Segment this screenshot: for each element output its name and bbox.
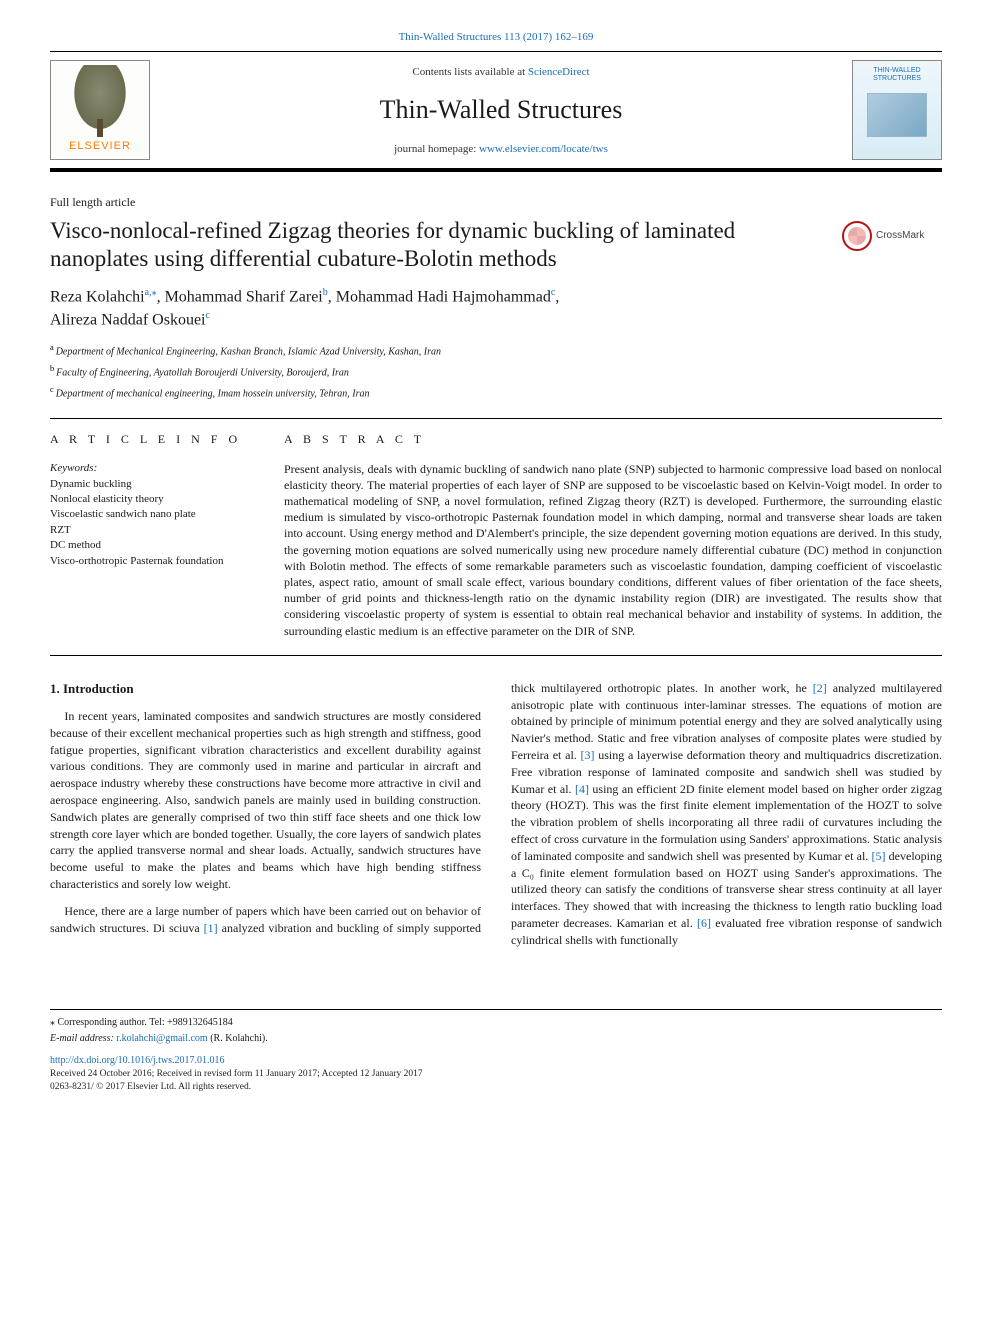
email-link[interactable]: r.kolahchi@gmail.com [116,1033,207,1044]
homepage-line: journal homepage: www.elsevier.com/locat… [162,142,840,157]
article-title: Visco-nonlocal-refined Zigzag theories f… [50,217,824,275]
keyword: Viscoelastic sandwich nano plate [50,507,250,522]
article-type: Full length article [50,194,942,211]
affiliation-a: aDepartment of Mechanical Engineering, K… [50,342,942,359]
email-suffix: (R. Kolahchi). [208,1033,268,1044]
author-2-marks: b [323,287,328,298]
ref-link-5[interactable]: [5] [871,849,885,863]
email-line: E-mail address: r.kolahchi@gmail.com (R.… [50,1032,942,1046]
article-info: A R T I C L E I N F O Keywords: Dynamic … [50,431,250,639]
ref-link-6[interactable]: [6] [697,916,711,930]
homepage-link[interactable]: www.elsevier.com/locate/tws [479,143,608,155]
keyword: DC method [50,538,250,553]
abstract-text: Present analysis, deals with dynamic buc… [284,461,942,639]
issn-line: 0263-8231/ © 2017 Elsevier Ltd. All righ… [50,1081,942,1094]
contents-line: Contents lists available at ScienceDirec… [162,65,840,80]
author-3-marks: c [551,287,555,298]
doi-link[interactable]: http://dx.doi.org/10.1016/j.tws.2017.01.… [50,1055,225,1066]
keyword: Visco-orthotropic Pasternak foundation [50,554,250,569]
footer: ⁎ Corresponding author. Tel: +9891326451… [50,1009,942,1095]
affiliation-b: bFaculty of Engineering, Ayatollah Borou… [50,363,942,380]
article-info-heading: A R T I C L E I N F O [50,431,250,448]
received-line: Received 24 October 2016; Received in re… [50,1068,942,1081]
ref-link-4[interactable]: [4] [575,782,589,796]
ref-link-1[interactable]: [1] [204,921,218,935]
author-1: Reza Kolahchi [50,288,145,305]
crossmark-icon [842,221,872,251]
affiliation-c: cDepartment of mechanical engineering, I… [50,384,942,401]
ref-link-3[interactable]: [3] [581,748,595,762]
keyword: RZT [50,523,250,538]
journal-name: Thin-Walled Structures [162,92,840,128]
author-3: Mohammad Hadi Hajmohammad [336,288,551,305]
author-4-marks: c [206,310,210,321]
email-label: E-mail address: [50,1033,116,1044]
homepage-prefix: journal homepage: [394,143,479,155]
publisher-logo: ELSEVIER [50,60,150,159]
author-2: Mohammad Sharif Zarei [165,288,323,305]
abstract-heading: A B S T R A C T [284,431,942,447]
header-center: Contents lists available at ScienceDirec… [150,52,852,167]
corresponding-author: ⁎ Corresponding author. Tel: +9891326451… [50,1016,942,1030]
author-4: Alireza Naddaf Oskouei [50,311,206,328]
crossmark-badge[interactable]: CrossMark [842,221,942,251]
affiliation-a-text: Department of Mechanical Engineering, Ka… [56,346,441,357]
divider-top [50,418,942,419]
affiliation-b-text: Faculty of Engineering, Ayatollah Borouj… [56,367,349,378]
crossmark-label: CrossMark [876,229,924,243]
author-1-marks: a,⁎ [145,287,157,298]
paragraph: In recent years, laminated composites an… [50,708,481,893]
affiliation-c-text: Department of mechanical engineering, Im… [56,389,370,400]
authors: Reza Kolahchia,⁎, Mohammad Sharif Zareib… [50,286,942,331]
keyword: Nonlocal elasticity theory [50,492,250,507]
body-text: 1. Introduction In recent years, laminat… [50,680,942,949]
keyword: Dynamic buckling [50,477,250,492]
keywords-label: Keywords: [50,461,250,476]
ref-link-2[interactable]: [2] [813,681,827,695]
publisher-name: ELSEVIER [69,139,131,154]
cover-title: THIN-WALLED STRUCTURES [855,67,939,82]
divider-bottom [50,655,942,656]
cover-image-icon [867,93,927,137]
contents-prefix: Contents lists available at [412,66,527,78]
journal-cover-thumb: THIN-WALLED STRUCTURES [852,60,942,159]
elsevier-tree-icon [70,65,130,135]
journal-reference: Thin-Walled Structures 113 (2017) 162–16… [50,30,942,45]
abstract: A B S T R A C T Present analysis, deals … [284,431,942,639]
text-run: tropic plates. In another work, he [633,681,813,695]
section-heading: 1. Introduction [50,680,481,698]
sciencedirect-link[interactable]: ScienceDirect [528,66,590,78]
journal-header: ELSEVIER Contents lists available at Sci… [50,51,942,171]
